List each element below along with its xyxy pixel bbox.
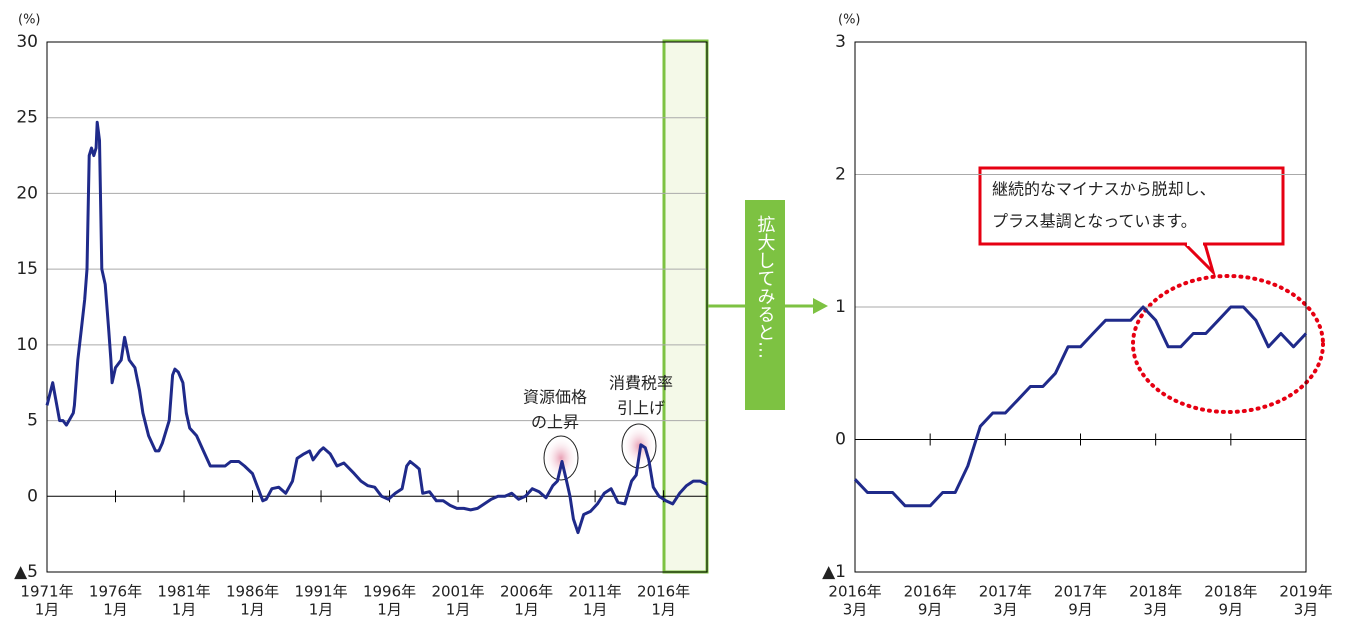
zoom-arrowhead bbox=[813, 298, 828, 314]
x-tick-label: 1986年 bbox=[226, 583, 279, 601]
x-tick-label: 2016年 bbox=[637, 583, 690, 601]
x-tick-label: 1月 bbox=[172, 601, 197, 619]
x-tick-label: 9月 bbox=[918, 601, 943, 619]
callout-box bbox=[978, 166, 1285, 246]
y-tick-label: 1 bbox=[835, 297, 846, 317]
annotation: 消費税率 bbox=[609, 374, 673, 393]
x-tick-label: 2001年 bbox=[431, 583, 484, 601]
x-tick-label: 2016年 bbox=[904, 583, 957, 601]
x-tick-label: 1月 bbox=[240, 601, 265, 619]
y-tick-label: 0 bbox=[27, 486, 38, 506]
y-tick-label: ▲1 bbox=[822, 562, 846, 582]
callout-tail bbox=[1181, 242, 1217, 278]
x-tick-label: 1991年 bbox=[294, 583, 347, 601]
y-unit: (%) bbox=[838, 13, 861, 28]
zoom-region bbox=[662, 39, 709, 574]
y-tick-label: 30 bbox=[16, 32, 38, 52]
y-tick-label: 2 bbox=[835, 165, 846, 185]
zoom-label: 拡大してみると… bbox=[755, 215, 776, 359]
x-tick-label: 2017年 bbox=[979, 583, 1032, 601]
x-tick-label: 2011年 bbox=[569, 583, 622, 601]
x-tick-label: 1月 bbox=[446, 601, 471, 619]
x-tick-label: 3月 bbox=[1294, 601, 1319, 619]
x-tick-label: 1月 bbox=[309, 601, 334, 619]
callout-join bbox=[1187, 240, 1203, 246]
x-tick-label: 1月 bbox=[514, 601, 539, 619]
highlight-ellipse bbox=[1131, 274, 1325, 414]
x-tick-label: 1月 bbox=[583, 601, 608, 619]
x-tick-label: 2016年 bbox=[828, 583, 881, 601]
x-tick-label: 1981年 bbox=[157, 583, 210, 601]
x-tick-label: 9月 bbox=[1068, 601, 1093, 619]
data-line bbox=[853, 305, 1308, 508]
annotation: 継続的なマイナスから脱却し、 bbox=[992, 180, 1216, 199]
plot-frame bbox=[854, 41, 1307, 573]
y-tick-label: 5 bbox=[27, 411, 38, 431]
annotation: プラス基調となっています。 bbox=[992, 212, 1197, 231]
x-tick-label: 9月 bbox=[1219, 601, 1244, 619]
x-tick-label: 3月 bbox=[993, 601, 1018, 619]
y-tick-label: 15 bbox=[16, 259, 38, 279]
x-tick-label: 2017年 bbox=[1054, 583, 1107, 601]
x-tick-label: 3月 bbox=[1143, 601, 1168, 619]
annotation: の上昇 bbox=[531, 413, 579, 432]
x-tick-label: 2018年 bbox=[1129, 583, 1182, 601]
x-tick-label: 1996年 bbox=[363, 583, 416, 601]
y-tick-label: 20 bbox=[16, 183, 38, 203]
y-tick-label: 3 bbox=[835, 32, 846, 52]
data-line bbox=[45, 120, 708, 535]
y-tick-label: ▲5 bbox=[14, 562, 38, 582]
plot-frame bbox=[46, 41, 708, 573]
annotation: 資源価格 bbox=[523, 388, 587, 407]
x-tick-label: 2006年 bbox=[500, 583, 553, 601]
x-tick-label: 2018年 bbox=[1204, 583, 1257, 601]
y-unit: (%) bbox=[18, 13, 41, 28]
x-tick-label: 1月 bbox=[35, 601, 60, 619]
x-tick-label: 1月 bbox=[651, 601, 676, 619]
y-tick-label: 0 bbox=[835, 430, 846, 450]
x-tick-label: 3月 bbox=[843, 601, 868, 619]
highlight-circle bbox=[543, 435, 579, 481]
annotation: 引上げ bbox=[617, 399, 665, 418]
zoom-label-box bbox=[745, 200, 785, 410]
y-tick-label: 10 bbox=[16, 335, 38, 355]
x-tick-label: 1月 bbox=[377, 601, 402, 619]
x-tick-label: 1971年 bbox=[20, 583, 73, 601]
y-tick-label: 25 bbox=[16, 108, 38, 128]
x-tick-label: 1976年 bbox=[89, 583, 142, 601]
x-tick-label: 1月 bbox=[103, 601, 128, 619]
x-tick-label: 2019年 bbox=[1279, 583, 1332, 601]
